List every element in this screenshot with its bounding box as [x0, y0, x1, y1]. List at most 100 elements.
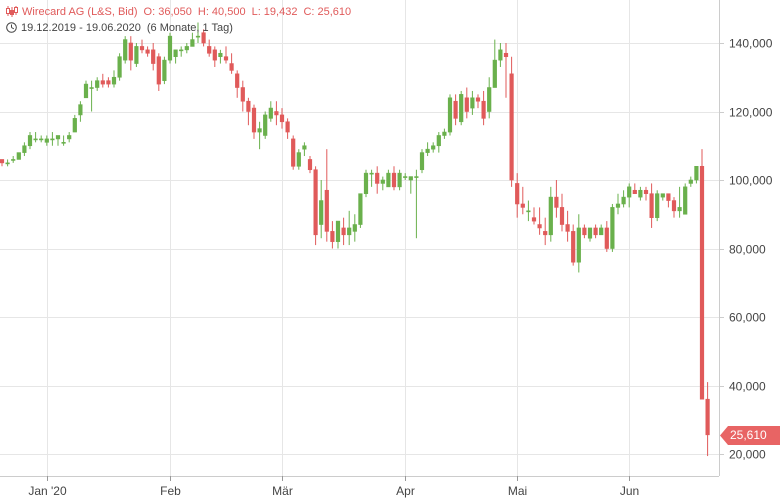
candle-body [621, 196, 626, 205]
y-tick-label: 60,000 [729, 311, 766, 325]
candle [464, 87, 469, 119]
candle [447, 94, 453, 136]
candle [503, 43, 509, 98]
candle [240, 80, 245, 112]
candle [117, 53, 122, 81]
candle [358, 193, 363, 228]
candle [128, 36, 133, 71]
candle-body [218, 52, 223, 58]
candle [302, 142, 307, 157]
candle [167, 32, 173, 64]
candle [268, 101, 273, 122]
candle-body [475, 97, 481, 102]
candle [156, 53, 161, 91]
candle-body [145, 49, 150, 54]
instrument-header: Wirecard AG (L&S, Bid) O: 36,050 H: 40,500… [6, 6, 357, 18]
candle-body [195, 35, 201, 38]
date-range: 19.12.2019 - 19.06.2020 [21, 22, 141, 34]
candle-body [660, 193, 665, 198]
candles [0, 22, 710, 457]
candle-body [257, 128, 262, 133]
candle [694, 166, 699, 184]
candle-body [117, 56, 122, 78]
candle [671, 197, 677, 218]
candle [229, 53, 234, 74]
candle-body [408, 176, 413, 181]
candle [442, 128, 447, 139]
candle-body [503, 52, 509, 58]
candle [111, 70, 117, 88]
candle [543, 217, 548, 246]
candle-body [123, 39, 128, 61]
candle [22, 142, 27, 157]
candle-body [487, 87, 492, 112]
candle [134, 43, 139, 67]
close-value: C: 25,610 [303, 6, 352, 18]
candle-body [50, 138, 55, 141]
candle [218, 49, 223, 64]
price-tag-shape [720, 426, 780, 445]
candle [27, 132, 33, 150]
candle-body [610, 207, 615, 249]
candle-body [72, 118, 77, 133]
candle [531, 207, 537, 225]
candle-body [111, 76, 117, 85]
candle-body [615, 203, 621, 208]
candle-body [414, 176, 419, 178]
candle-body [296, 152, 301, 167]
candle [173, 49, 178, 64]
candle [436, 132, 441, 153]
candle [386, 169, 391, 188]
candle-body [386, 172, 391, 188]
candle [699, 149, 705, 400]
candle [251, 104, 257, 139]
candle-body [363, 172, 369, 194]
candle-body [627, 186, 632, 198]
candle [190, 32, 195, 47]
candle [403, 173, 408, 180]
candle-body [335, 220, 341, 242]
candle-body [279, 114, 285, 123]
candle-body [229, 63, 234, 71]
candle [408, 176, 413, 194]
candle [89, 80, 94, 112]
candle [291, 135, 296, 170]
high-value: H: 40,500 [197, 6, 246, 18]
candle-body [179, 49, 184, 52]
candle [16, 152, 21, 160]
candle [212, 46, 217, 67]
candle-body [251, 107, 257, 133]
y-tick-label: 40,000 [729, 380, 766, 394]
x-tick-label: Apr [396, 484, 415, 498]
grid-lines [0, 0, 719, 476]
candle [548, 186, 553, 242]
candle-body [565, 224, 570, 232]
candle [509, 56, 514, 187]
candle [615, 193, 621, 215]
candle-body [207, 46, 212, 54]
candle-body [139, 46, 145, 51]
candle [683, 183, 688, 215]
candle [526, 200, 531, 222]
candle [319, 180, 324, 239]
candle [610, 203, 615, 252]
candle [425, 142, 430, 157]
candle-body [27, 135, 33, 147]
candle [335, 220, 341, 249]
candle [677, 186, 682, 218]
clock-icon [6, 22, 17, 33]
candle-body [324, 189, 329, 232]
candle-body [671, 200, 677, 212]
candle [705, 382, 710, 457]
candle [50, 132, 55, 146]
candlestick-icon [6, 6, 18, 17]
candle-body [263, 114, 268, 136]
candle [599, 224, 604, 236]
candle-body [352, 224, 357, 232]
candle [179, 46, 184, 57]
candle [643, 186, 649, 201]
candle [604, 221, 609, 252]
candle-body [459, 94, 464, 123]
candle-body [571, 231, 576, 263]
